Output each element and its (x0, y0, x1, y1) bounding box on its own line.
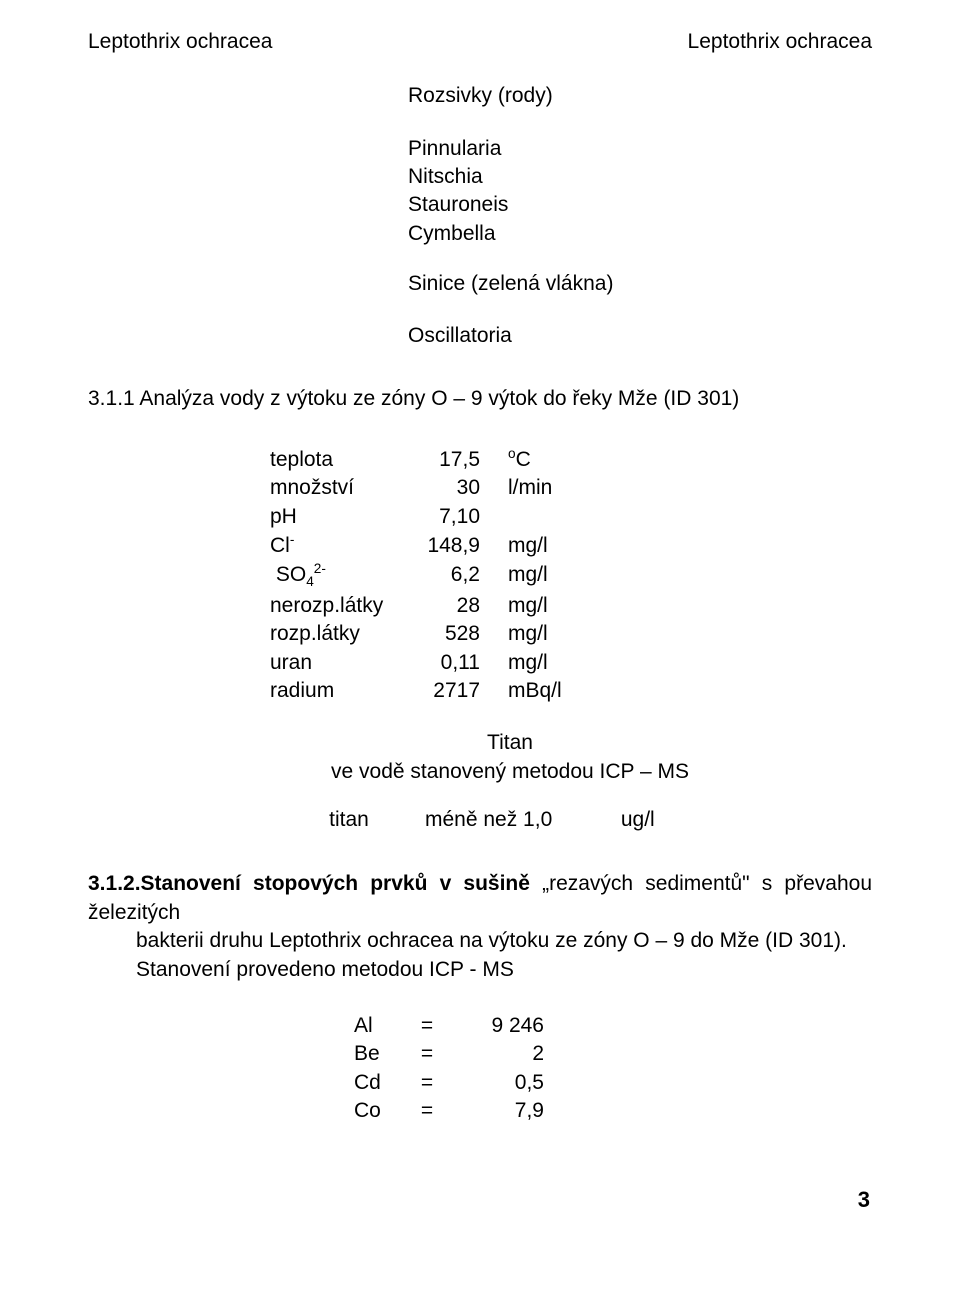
param-unit: mg/l (486, 531, 568, 560)
param-unit: mg/l (486, 560, 568, 592)
param-label: množství (264, 474, 400, 502)
species-left: Leptothrix ochracea (88, 28, 272, 56)
param-label: pH (264, 503, 400, 531)
equals-sign: = (406, 1069, 448, 1097)
section-3-1-2-line3: Stanovení provedeno metodou ICP - MS (88, 956, 872, 984)
param-label: nerozp.látky (264, 592, 400, 620)
species-right: Leptothrix ochracea (688, 28, 872, 56)
element-symbol: Al (348, 1012, 406, 1040)
table-row: pH7,10 (264, 503, 568, 531)
param-value: 528 (400, 620, 486, 648)
section-3-1-2-line2: bakterii druhu Leptothrix ochracea na vý… (88, 927, 872, 955)
titan-row: titan méně než 1,0 ug/l (148, 806, 872, 834)
rozsivky-item: Stauroneis (408, 191, 872, 219)
table-row: uran0,11mg/l (264, 649, 568, 677)
elements-table: Al=9 246Be=2Cd=0,5Co=7,9 (348, 1012, 550, 1125)
element-symbol: Cd (348, 1069, 406, 1097)
rozsivky-item: Cymbella (408, 220, 872, 248)
param-value: 17,5 (400, 445, 486, 474)
param-label: radium (264, 677, 400, 705)
titan-subtitle: ve vodě stanovený metodou ICP – MS (148, 758, 872, 786)
param-value: 7,10 (400, 503, 486, 531)
param-unit: mg/l (486, 620, 568, 648)
param-value: 6,2 (400, 560, 486, 592)
table-row: Be=2 (348, 1040, 550, 1068)
param-value: 2717 (400, 677, 486, 705)
param-value: 30 (400, 474, 486, 502)
section-3-1-2-lead-bold: 3.1.2.Stanovení stopových prvků v sušině (88, 872, 530, 895)
param-unit (486, 503, 568, 531)
param-label: SO42- (264, 560, 400, 592)
param-unit: oC (486, 445, 568, 474)
page-number: 3 (88, 1185, 872, 1215)
param-unit: l/min (486, 474, 568, 502)
param-unit: mg/l (486, 592, 568, 620)
param-label: teplota (264, 445, 400, 474)
table-row: radium2717mBq/l (264, 677, 568, 705)
titan-block: Titan ve vodě stanovený metodou ICP – MS (148, 729, 872, 786)
titan-title: Titan (148, 729, 872, 757)
section-3-1-1-heading: 3.1.1 Analýza vody z výtoku ze zóny O – … (88, 385, 872, 413)
param-label: Cl- (264, 531, 400, 560)
water-analysis-table: teplota17,5oCmnožství30l/minpH7,10Cl-148… (264, 445, 568, 705)
table-row: Cd=0,5 (348, 1069, 550, 1097)
table-row: Co=7,9 (348, 1097, 550, 1125)
table-row: Al=9 246 (348, 1012, 550, 1040)
equals-sign: = (406, 1040, 448, 1068)
param-value: 0,11 (400, 649, 486, 677)
table-row: SO42-6,2mg/l (264, 560, 568, 592)
titan-unit: ug/l (621, 806, 691, 834)
param-unit: mBq/l (486, 677, 568, 705)
taxa-block: Rozsivky (rody) Pinnularia Nitschia Stau… (408, 82, 872, 350)
rozsivky-title: Rozsivky (rody) (408, 82, 872, 110)
titan-label: titan (329, 806, 419, 834)
rozsivky-item: Pinnularia (408, 135, 872, 163)
param-value: 148,9 (400, 531, 486, 560)
sinice-title: Sinice (zelená vlákna) (408, 270, 872, 298)
element-value: 7,9 (448, 1097, 550, 1125)
param-label: uran (264, 649, 400, 677)
element-value: 0,5 (448, 1069, 550, 1097)
element-value: 2 (448, 1040, 550, 1068)
equals-sign: = (406, 1012, 448, 1040)
sinice-item: Oscillatoria (408, 322, 872, 350)
table-row: Cl-148,9mg/l (264, 531, 568, 560)
element-value: 9 246 (448, 1012, 550, 1040)
table-row: rozp.látky528mg/l (264, 620, 568, 648)
section-3-1-2: 3.1.2.Stanovení stopových prvků v sušině… (88, 870, 872, 983)
rozsivky-item: Nitschia (408, 163, 872, 191)
param-value: 28 (400, 592, 486, 620)
element-symbol: Co (348, 1097, 406, 1125)
table-row: množství30l/min (264, 474, 568, 502)
param-label: rozp.látky (264, 620, 400, 648)
element-symbol: Be (348, 1040, 406, 1068)
equals-sign: = (406, 1097, 448, 1125)
header-row: Leptothrix ochracea Leptothrix ochracea (88, 28, 872, 56)
param-unit: mg/l (486, 649, 568, 677)
table-row: teplota17,5oC (264, 445, 568, 474)
table-row: nerozp.látky28mg/l (264, 592, 568, 620)
titan-value: méně než 1,0 (425, 806, 615, 834)
